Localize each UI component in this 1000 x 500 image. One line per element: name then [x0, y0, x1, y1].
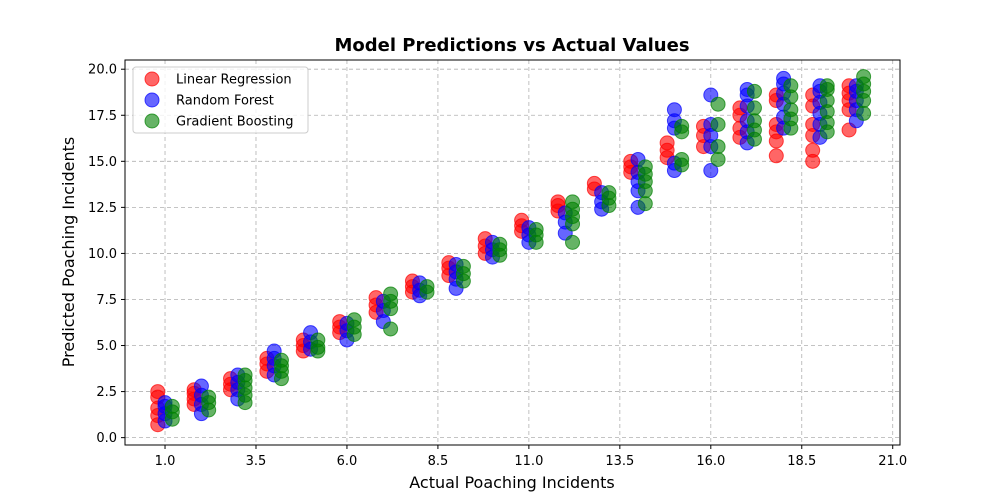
y-tick-label: 0.0: [96, 431, 117, 446]
y-tick-label: 5.0: [96, 339, 117, 354]
x-tick-label: 18.5: [787, 454, 816, 469]
data-point: [674, 118, 690, 134]
y-axis-ticks: 0.0 2.5 5.0 7.5 10.0 12.5 15.0 17.5 20.0: [88, 63, 125, 446]
data-point: [746, 100, 762, 116]
data-point: [550, 194, 566, 210]
data-point: [746, 113, 762, 129]
data-point: [710, 96, 726, 112]
data-points: [150, 69, 872, 433]
data-point: [310, 332, 326, 348]
data-point: [666, 102, 682, 118]
legend-label: Linear Regression: [176, 73, 292, 88]
data-point: [768, 148, 784, 164]
x-tick-label: 16.0: [696, 454, 725, 469]
data-point: [674, 151, 690, 167]
data-point: [565, 194, 581, 210]
y-tick-label: 10.0: [88, 247, 117, 262]
y-tick-label: 12.5: [88, 201, 117, 216]
legend: Linear Regression Random Forest Gradient B…: [132, 66, 309, 134]
y-tick-label: 17.5: [88, 109, 117, 124]
data-point: [703, 163, 719, 179]
data-point: [637, 196, 653, 212]
data-point: [201, 389, 217, 405]
data-point: [856, 105, 872, 121]
data-point: [383, 321, 399, 337]
data-point: [805, 142, 821, 158]
grid: [125, 60, 900, 445]
data-point: [565, 234, 581, 250]
y-tick-label: 7.5: [96, 293, 117, 308]
y-tick-label: 20.0: [88, 63, 117, 78]
x-axis-label: Actual Poaching Incidents: [409, 473, 615, 492]
chart-title: Model Predictions vs Actual Values: [334, 35, 689, 56]
data-point: [419, 279, 435, 295]
x-tick-label: 8.5: [428, 454, 449, 469]
data-point: [528, 221, 544, 237]
legend-marker: [144, 92, 160, 108]
x-tick-label: 6.0: [337, 454, 358, 469]
legend-label: Random Forest: [176, 94, 274, 109]
data-point: [193, 378, 209, 394]
data-point: [346, 312, 362, 328]
legend-label: Gradient Boosting: [176, 115, 294, 130]
data-point: [710, 116, 726, 132]
data-point: [273, 352, 289, 368]
data-point: [856, 69, 872, 85]
data-point: [783, 102, 799, 118]
legend-box: [132, 66, 309, 134]
plot-frame: [124, 59, 901, 446]
data-point: [237, 367, 253, 383]
x-tick-label: 21.0: [878, 454, 907, 469]
y-tick-label: 2.5: [96, 385, 117, 400]
legend-marker: [144, 71, 160, 87]
x-tick-label: 1.0: [155, 454, 176, 469]
data-point: [383, 286, 399, 302]
data-point: [819, 78, 835, 94]
data-point: [492, 236, 508, 252]
data-point: [455, 258, 471, 274]
y-tick-label: 15.0: [88, 155, 117, 170]
data-point: [164, 398, 180, 414]
data-point: [783, 78, 799, 94]
x-tick-label: 11.0: [514, 454, 543, 469]
data-point: [637, 159, 653, 175]
data-point: [710, 139, 726, 155]
series-gradient-boosting: [164, 69, 872, 427]
y-axis-label: Predicted Poaching Incidents: [59, 137, 78, 367]
x-axis-ticks: 1.0 3.5 6.0 8.5 11.0 13.5 16.0 18.5 21.0: [155, 445, 907, 469]
data-point: [746, 83, 762, 99]
data-point: [710, 151, 726, 167]
data-point: [601, 185, 617, 201]
data-point: [150, 384, 166, 400]
data-point: [659, 135, 675, 151]
legend-marker: [144, 113, 160, 129]
x-tick-label: 13.5: [605, 454, 634, 469]
x-tick-label: 3.5: [246, 454, 267, 469]
